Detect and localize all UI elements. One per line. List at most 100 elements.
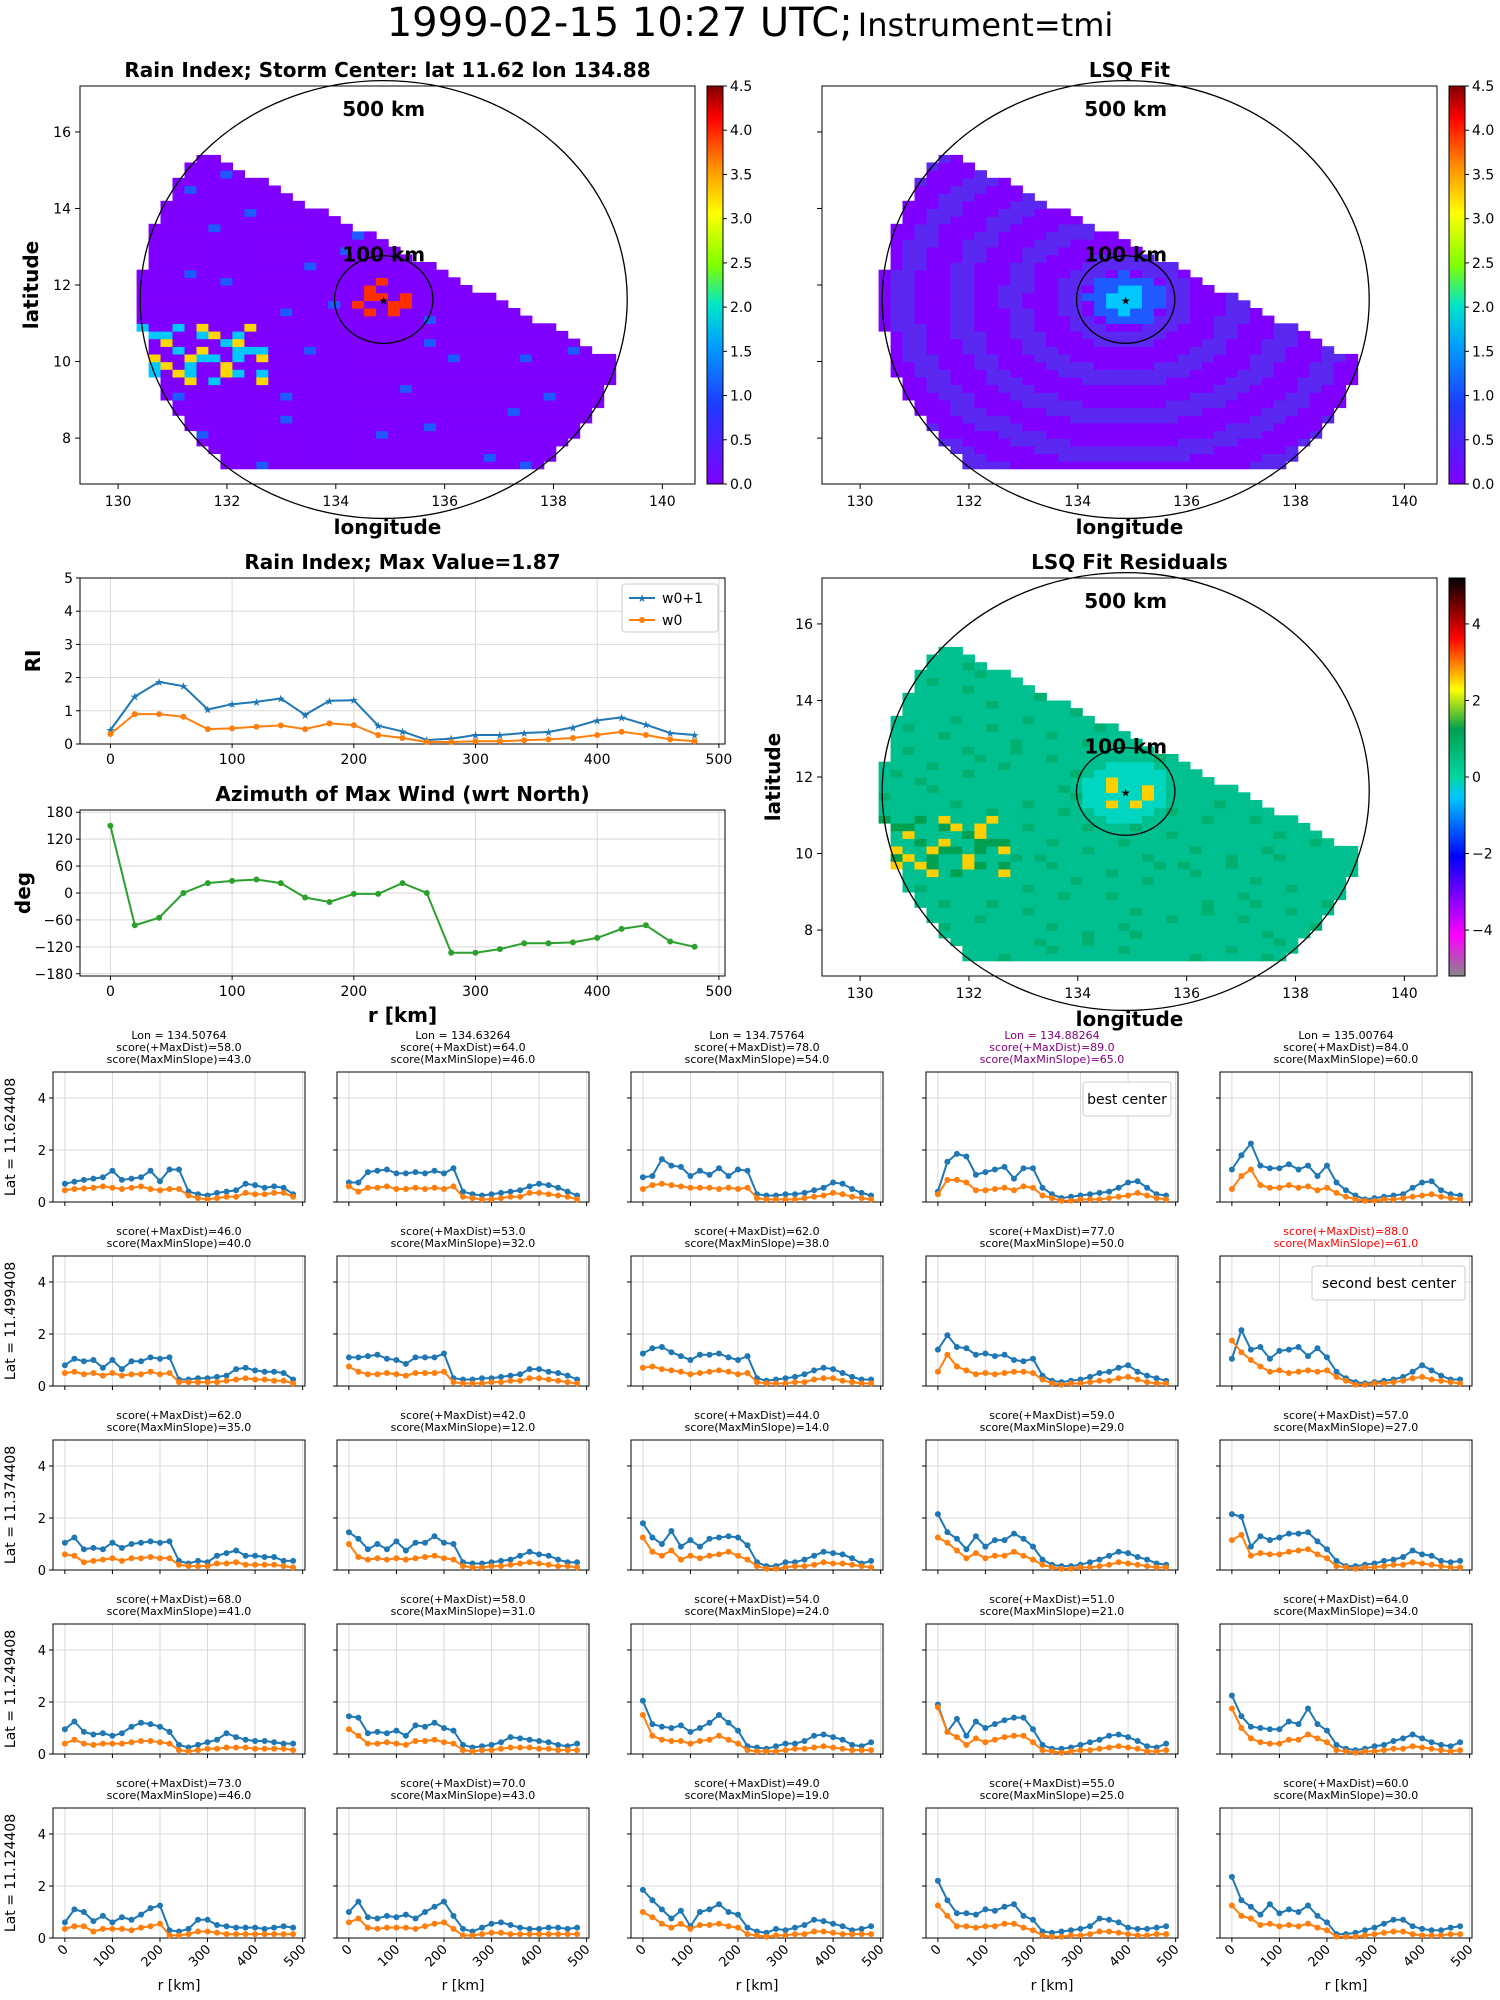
swath-cell: [507, 392, 521, 401]
swath-cell: [962, 662, 975, 671]
series-w0p1-point: [345, 1529, 352, 1536]
swath-cell: [950, 308, 963, 317]
series-w0-point: [564, 1563, 571, 1570]
swath-cell: [232, 399, 245, 409]
swath-cell: [938, 392, 952, 401]
swath-cell: [244, 361, 257, 370]
swath-cell: [1106, 830, 1119, 839]
series-w0p1-point: [1087, 1739, 1093, 1746]
swath-cell: [1201, 323, 1215, 332]
series-w0p1-point: [1134, 1178, 1141, 1185]
series-w0-point: [450, 1556, 457, 1563]
series-w0-point: [109, 1555, 116, 1562]
series-w0-point: [830, 1560, 837, 1567]
swath-cell: [974, 200, 987, 210]
swath-cell: [1022, 777, 1035, 786]
swath-cell: [914, 193, 928, 202]
swath-cell: [1177, 884, 1191, 893]
swath-cell: [1094, 461, 1107, 470]
swath-cell: [914, 353, 928, 363]
axes-frame: [630, 1255, 884, 1387]
swath-cell: [1166, 407, 1179, 416]
swath-cell: [926, 246, 940, 255]
swath-cell: [962, 654, 975, 663]
swath-cell: [1201, 369, 1215, 378]
swath-cell: [1046, 300, 1059, 309]
swath-cell: [268, 208, 281, 217]
swath-cell: [543, 376, 557, 386]
swath-cell: [1249, 876, 1263, 885]
swath-cell: [1273, 369, 1287, 378]
swath-cell: [1010, 376, 1023, 386]
swath-cell: [304, 361, 317, 370]
swath-cell: [495, 445, 509, 454]
swath-cell: [962, 185, 975, 194]
swath-cell: [1022, 292, 1035, 301]
series-w0-point: [280, 1563, 287, 1570]
swath-cell: [1273, 461, 1287, 470]
series-w0-point: [696, 1738, 703, 1744]
swath-cell: [998, 330, 1011, 340]
swath-cell: [998, 193, 1011, 202]
swath-cell: [1082, 292, 1095, 301]
swath-cell: [1082, 453, 1095, 462]
x-tick-label: 140: [1391, 494, 1418, 510]
swath-cell: [986, 746, 999, 755]
swath-cell: [1058, 945, 1071, 954]
swath-cell: [1022, 285, 1035, 294]
swath-cell: [1201, 285, 1215, 294]
series-w0-point: [517, 1377, 524, 1384]
swath-cell: [1261, 822, 1275, 832]
swath-cell: [328, 223, 341, 233]
swath-cell: [1058, 822, 1071, 832]
swath-cell: [1094, 323, 1107, 332]
swath-cell: [244, 430, 257, 439]
series-w0-point: [677, 1556, 684, 1563]
swath-cell: [1177, 815, 1191, 824]
swath-cell: [974, 438, 987, 447]
swath-cell: [878, 269, 892, 278]
swath-cell: [328, 369, 341, 378]
swath-cell: [1154, 800, 1167, 809]
swath-cell: [1010, 200, 1023, 210]
series-w0-point: [61, 1740, 68, 1747]
swath-cell: [232, 254, 245, 263]
swath-cell: [1237, 323, 1251, 332]
swath-cell: [232, 330, 245, 340]
swath-cell: [435, 407, 449, 416]
swath-cell: [1261, 422, 1275, 432]
series-w0-point: [1134, 1561, 1141, 1568]
swath-cell: [364, 300, 377, 309]
colorbar-tick-label: 3.5: [730, 167, 752, 183]
swath-cell: [1106, 738, 1119, 747]
swath-cell: [1189, 853, 1203, 862]
swath-cell: [483, 292, 497, 301]
swath-cell: [950, 930, 963, 939]
swath-cell: [1106, 384, 1119, 393]
map-xlabel: longitude: [1076, 515, 1184, 539]
swath-cell: [1106, 723, 1119, 732]
swath-cell: [507, 430, 521, 439]
swath-cell: [902, 223, 916, 233]
swath-cell: [1249, 922, 1263, 931]
series-w0p1-point: [252, 1552, 259, 1559]
swath-cell: [926, 692, 940, 702]
swath-cell: [364, 262, 377, 271]
swath-cell: [1154, 815, 1167, 824]
swath-cell: [292, 438, 305, 447]
series-w0-point: [99, 1556, 106, 1563]
swath-cell: [1070, 231, 1083, 240]
series-w0-point: [668, 1367, 675, 1374]
series-w0-point: [972, 1735, 979, 1742]
swath-cell: [1046, 937, 1059, 946]
swath-cell: [160, 376, 174, 386]
swath-cell: [1082, 277, 1095, 286]
series-w0p1-point: [479, 1375, 485, 1382]
swath-cell: [1189, 807, 1203, 816]
swath-cell: [1022, 353, 1035, 363]
series-azimuth-point: [107, 822, 114, 829]
series-w0p1-point: [934, 1346, 941, 1353]
swath-cell: [1237, 899, 1251, 908]
swath-cell: [316, 330, 329, 340]
swath-cell: [1070, 853, 1083, 862]
